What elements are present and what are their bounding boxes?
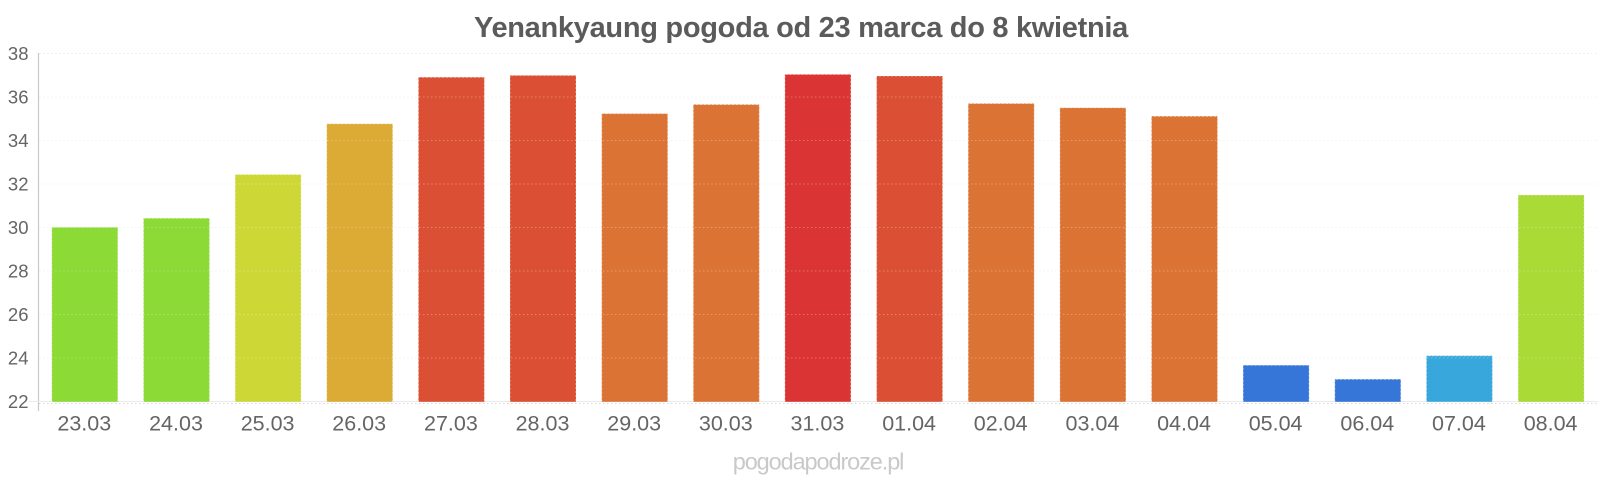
svg-text:32: 32 xyxy=(8,174,29,195)
svg-text:34: 34 xyxy=(8,130,29,151)
svg-text:08.04: 08.04 xyxy=(1524,412,1578,436)
svg-text:29.03: 29.03 xyxy=(607,412,661,436)
svg-text:05.04: 05.04 xyxy=(1249,412,1303,436)
svg-text:26.03: 26.03 xyxy=(332,412,386,436)
svg-text:01.04: 01.04 xyxy=(882,412,936,436)
svg-text:02.04: 02.04 xyxy=(974,412,1028,436)
svg-text:24.03: 24.03 xyxy=(149,412,203,436)
svg-text:26: 26 xyxy=(8,304,29,325)
svg-text:30: 30 xyxy=(8,217,29,238)
svg-text:31.03: 31.03 xyxy=(790,412,844,436)
svg-text:36: 36 xyxy=(8,87,29,108)
svg-text:pogodapodroze.pl: pogodapodroze.pl xyxy=(733,449,904,475)
svg-text:06.04: 06.04 xyxy=(1340,412,1394,436)
svg-text:38: 38 xyxy=(8,43,29,64)
svg-text:23.03: 23.03 xyxy=(57,412,111,436)
svg-text:25.03: 25.03 xyxy=(241,412,295,436)
svg-text:28.03: 28.03 xyxy=(516,412,570,436)
svg-text:04.04: 04.04 xyxy=(1157,412,1211,436)
svg-text:24: 24 xyxy=(8,348,29,369)
svg-text:30.03: 30.03 xyxy=(699,412,753,436)
svg-text:03.04: 03.04 xyxy=(1065,412,1119,436)
svg-text:Yenankyaung pogoda od 23 marca: Yenankyaung pogoda od 23 marca do 8 kwie… xyxy=(474,12,1129,44)
svg-text:28: 28 xyxy=(8,261,29,282)
svg-text:22: 22 xyxy=(8,391,29,412)
svg-text:27.03: 27.03 xyxy=(424,412,478,436)
svg-text:07.04: 07.04 xyxy=(1432,412,1486,436)
